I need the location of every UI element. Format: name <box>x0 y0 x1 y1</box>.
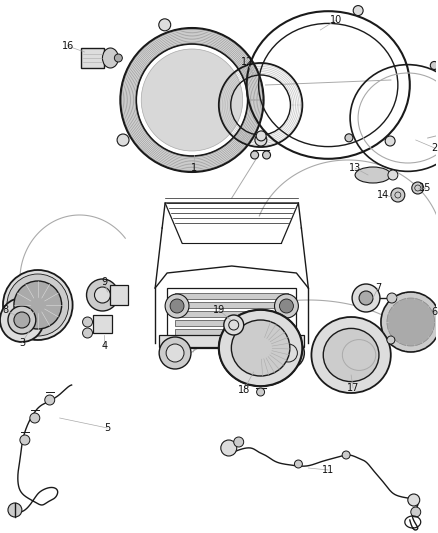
Bar <box>92 315 113 333</box>
Circle shape <box>234 437 244 447</box>
Circle shape <box>387 336 395 344</box>
Circle shape <box>345 134 353 142</box>
Circle shape <box>391 188 405 202</box>
Bar <box>110 285 128 305</box>
Circle shape <box>159 19 171 31</box>
Circle shape <box>387 293 397 303</box>
Circle shape <box>8 503 22 517</box>
Circle shape <box>411 507 421 517</box>
Text: 16: 16 <box>61 41 74 51</box>
Circle shape <box>170 299 184 313</box>
Circle shape <box>30 413 40 423</box>
Circle shape <box>257 388 265 396</box>
Circle shape <box>251 151 258 159</box>
Text: 15: 15 <box>419 183 431 193</box>
Text: 18: 18 <box>237 385 250 395</box>
Circle shape <box>45 395 55 405</box>
Ellipse shape <box>323 328 379 382</box>
Circle shape <box>342 451 350 459</box>
Circle shape <box>387 298 434 346</box>
Text: 7: 7 <box>375 283 381 293</box>
Bar <box>175 329 289 335</box>
Circle shape <box>221 440 237 456</box>
Bar <box>175 338 289 344</box>
Circle shape <box>159 337 191 369</box>
Bar <box>175 302 289 308</box>
Circle shape <box>294 460 302 468</box>
Circle shape <box>359 291 373 305</box>
Circle shape <box>224 315 244 335</box>
Ellipse shape <box>219 310 302 386</box>
Ellipse shape <box>343 340 376 370</box>
Circle shape <box>381 292 438 352</box>
Text: 17: 17 <box>347 383 359 393</box>
Text: 19: 19 <box>213 305 225 315</box>
Bar <box>81 48 104 68</box>
Circle shape <box>272 337 304 369</box>
Text: 11: 11 <box>322 465 334 475</box>
Text: 4: 4 <box>101 341 107 351</box>
Circle shape <box>14 312 30 328</box>
Text: 10: 10 <box>330 15 343 25</box>
Circle shape <box>165 294 189 318</box>
Ellipse shape <box>231 320 290 376</box>
Text: 2: 2 <box>431 143 438 153</box>
Circle shape <box>114 54 122 62</box>
Circle shape <box>412 182 424 194</box>
Circle shape <box>388 170 398 180</box>
Text: 14: 14 <box>377 190 389 200</box>
Text: 3: 3 <box>19 338 25 348</box>
Bar <box>175 311 289 317</box>
Text: 8: 8 <box>2 305 8 315</box>
Circle shape <box>279 299 293 313</box>
Circle shape <box>352 284 380 312</box>
Circle shape <box>82 328 92 338</box>
Circle shape <box>256 131 266 141</box>
Circle shape <box>430 61 438 69</box>
Circle shape <box>275 294 298 318</box>
Circle shape <box>8 306 36 334</box>
Circle shape <box>141 49 243 151</box>
Bar <box>175 320 289 326</box>
Circle shape <box>263 151 271 159</box>
Circle shape <box>95 287 110 303</box>
Text: 9: 9 <box>101 277 107 287</box>
Text: 5: 5 <box>104 423 110 433</box>
Circle shape <box>87 279 118 311</box>
Text: 12: 12 <box>240 57 253 67</box>
Text: 1: 1 <box>191 163 197 173</box>
Bar <box>159 335 304 347</box>
Bar <box>175 293 289 299</box>
Ellipse shape <box>102 48 118 68</box>
Bar <box>167 288 297 348</box>
Ellipse shape <box>355 167 391 183</box>
Circle shape <box>20 435 30 445</box>
Circle shape <box>353 5 363 15</box>
Circle shape <box>14 281 62 329</box>
Circle shape <box>408 494 420 506</box>
Circle shape <box>279 344 297 362</box>
Ellipse shape <box>311 317 391 393</box>
Text: 6: 6 <box>431 307 438 317</box>
Circle shape <box>82 317 92 327</box>
Text: 13: 13 <box>349 163 361 173</box>
Circle shape <box>255 134 267 146</box>
Circle shape <box>7 274 69 336</box>
Circle shape <box>385 136 395 146</box>
Circle shape <box>0 298 44 342</box>
Circle shape <box>117 134 129 146</box>
Circle shape <box>166 344 184 362</box>
Circle shape <box>3 270 73 340</box>
